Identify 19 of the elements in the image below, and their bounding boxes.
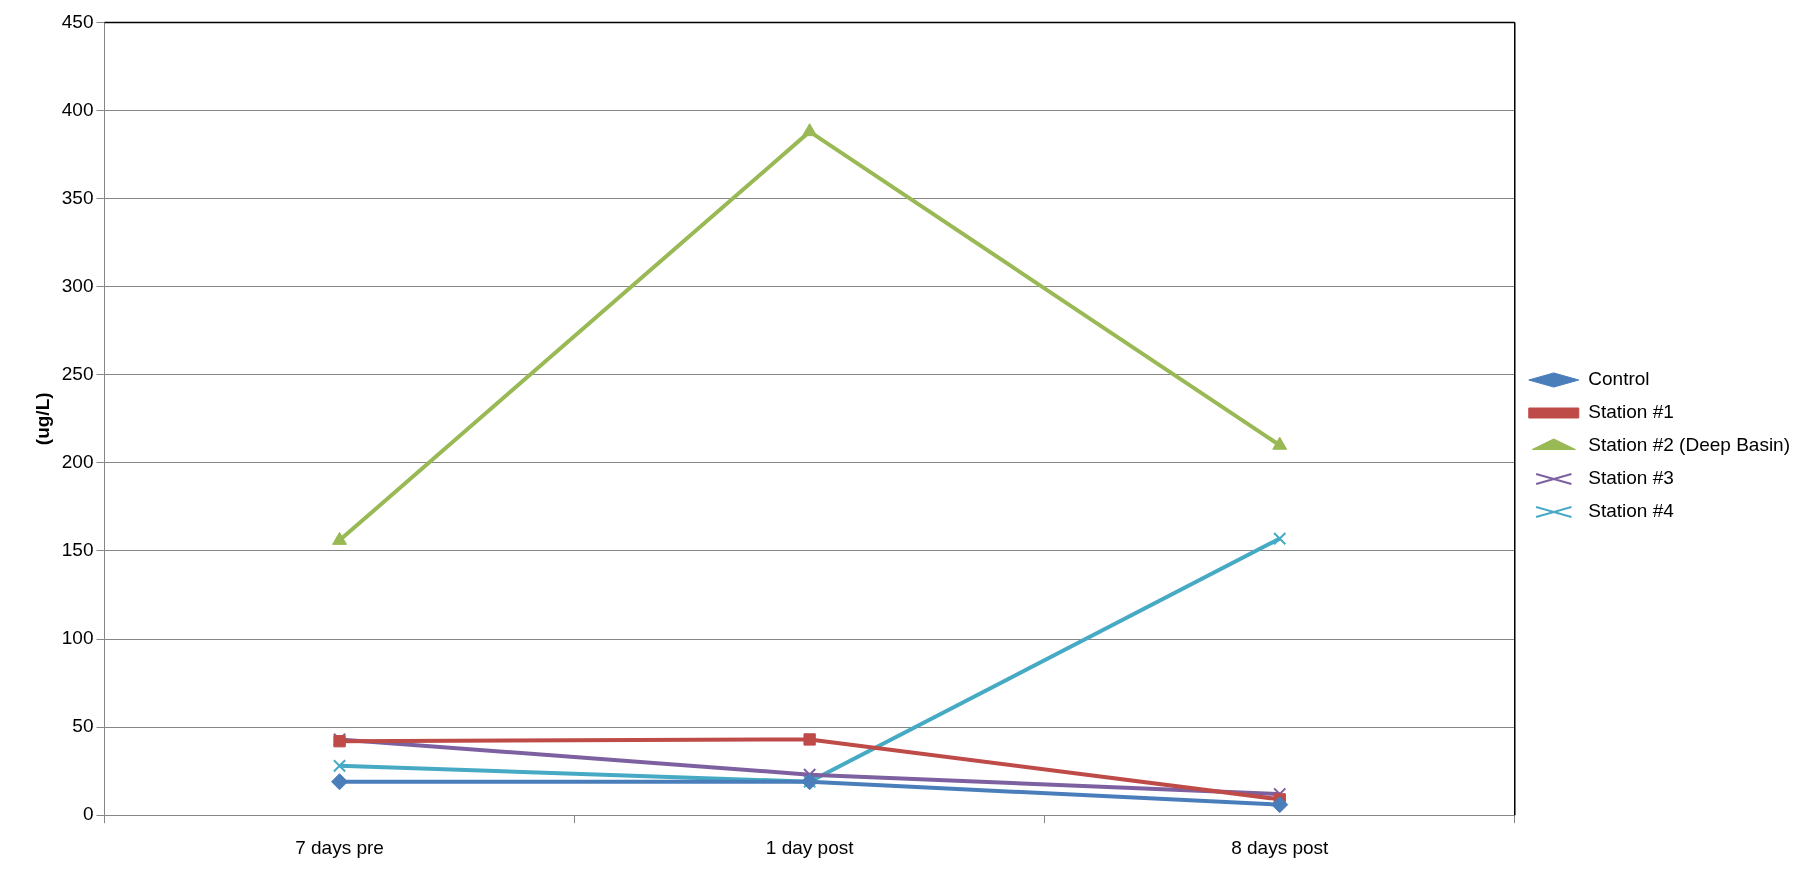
y-tick-label: 100 — [61, 627, 94, 649]
y-tick-label: 200 — [61, 451, 94, 473]
y-tick-label: 150 — [61, 539, 94, 561]
x-tick-label: 7 days pre — [295, 836, 384, 858]
legend-label: Station #1 — [1588, 401, 1674, 423]
legend-label: Control — [1588, 368, 1650, 390]
y-axis-title: (ug/L) — [31, 392, 53, 446]
y-tick-label: 350 — [61, 186, 94, 208]
y-tick-label: 300 — [61, 274, 94, 296]
y-tick-label: 400 — [61, 98, 94, 120]
y-tick-label: 0 — [82, 803, 94, 825]
x-tick-label: 8 days post — [1231, 836, 1330, 858]
y-tick-label: 250 — [61, 362, 94, 384]
legend-label: Station #3 — [1588, 467, 1674, 489]
y-tick-label: 50 — [72, 715, 94, 737]
legend-label: Station #2 (Deep Basin) — [1588, 434, 1791, 456]
legend-label: Station #4 — [1588, 500, 1675, 522]
y-tick-label: 450 — [61, 10, 94, 32]
x-tick-label: 1 day post — [765, 836, 855, 858]
